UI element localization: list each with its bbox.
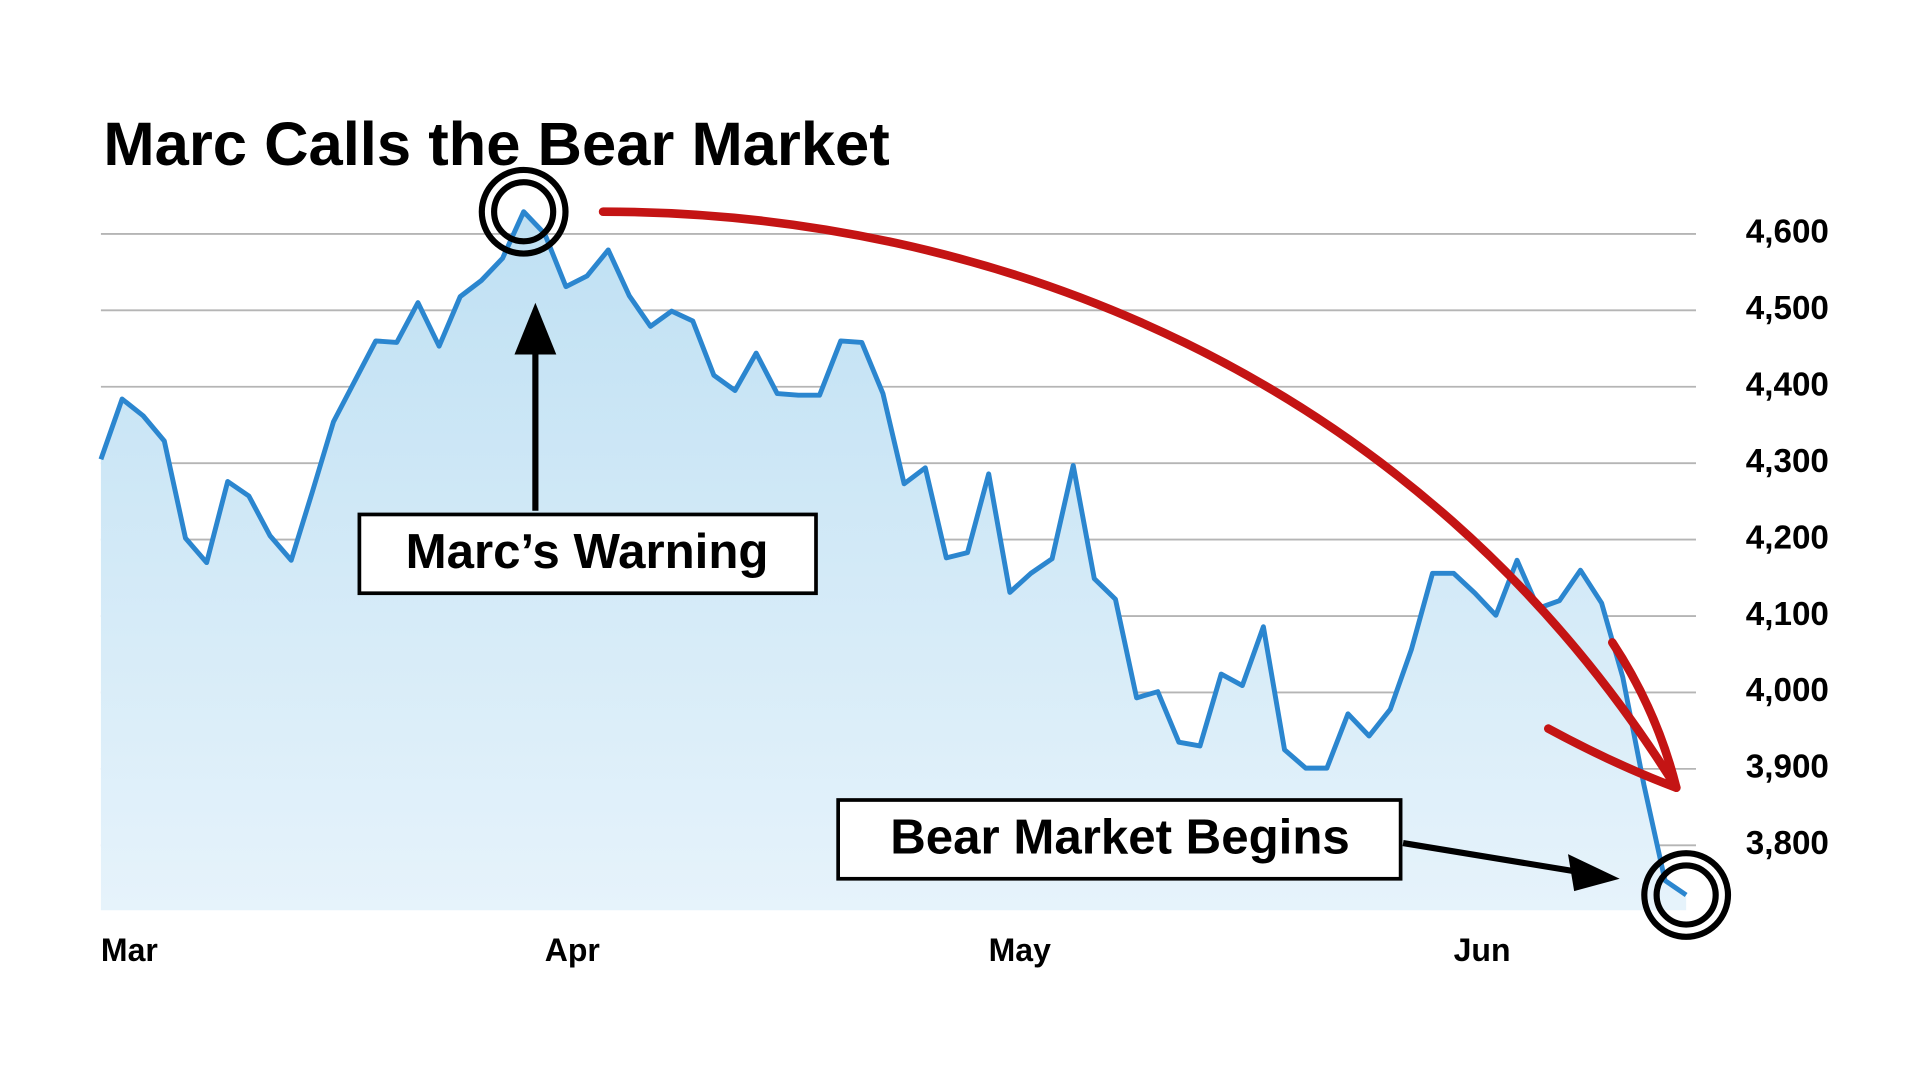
highlight-ring <box>478 166 569 257</box>
chart-title: Marc Calls the Bear Market <box>103 110 889 179</box>
annotation-box <box>357 512 818 596</box>
arrow-shaft <box>1402 840 1576 875</box>
x-tick-label: Mar <box>101 932 158 968</box>
annotation: Bear Market Begins <box>890 810 1350 865</box>
y-tick-label: 4,600 <box>1746 214 1829 251</box>
y-tick-label: 4,500 <box>1746 290 1829 327</box>
plot <box>98 166 1732 940</box>
arrow-head <box>1568 854 1620 892</box>
y-tick-label: 4,400 <box>1746 367 1829 404</box>
y-tick-label: 3,800 <box>1746 825 1829 862</box>
arrow-head <box>514 302 557 355</box>
highlight-ring <box>491 179 557 245</box>
line <box>98 209 1688 898</box>
annotation: Marc’s Warning <box>406 524 769 579</box>
y-tick-label: 4,300 <box>1746 443 1829 480</box>
x-tick-label: May <box>989 932 1051 968</box>
highlight-ring <box>1653 862 1719 928</box>
y-tick-label: 4,000 <box>1746 672 1829 709</box>
y-tick-label: 3,900 <box>1746 749 1829 786</box>
x-tick-label: Apr <box>545 932 600 968</box>
red-arrow <box>598 207 1681 792</box>
annotation-box <box>836 798 1403 881</box>
x-tick-label: Jun <box>1454 932 1511 968</box>
annotation-layer: Marc’s Warning Bear Market Begins <box>357 207 1681 892</box>
y-tick-label: 4,200 <box>1746 519 1829 556</box>
red-arrowhead <box>1544 638 1681 792</box>
area <box>100 211 1687 911</box>
highlight-ring <box>1641 850 1732 940</box>
y-tick-label: 4,100 <box>1746 596 1829 633</box>
